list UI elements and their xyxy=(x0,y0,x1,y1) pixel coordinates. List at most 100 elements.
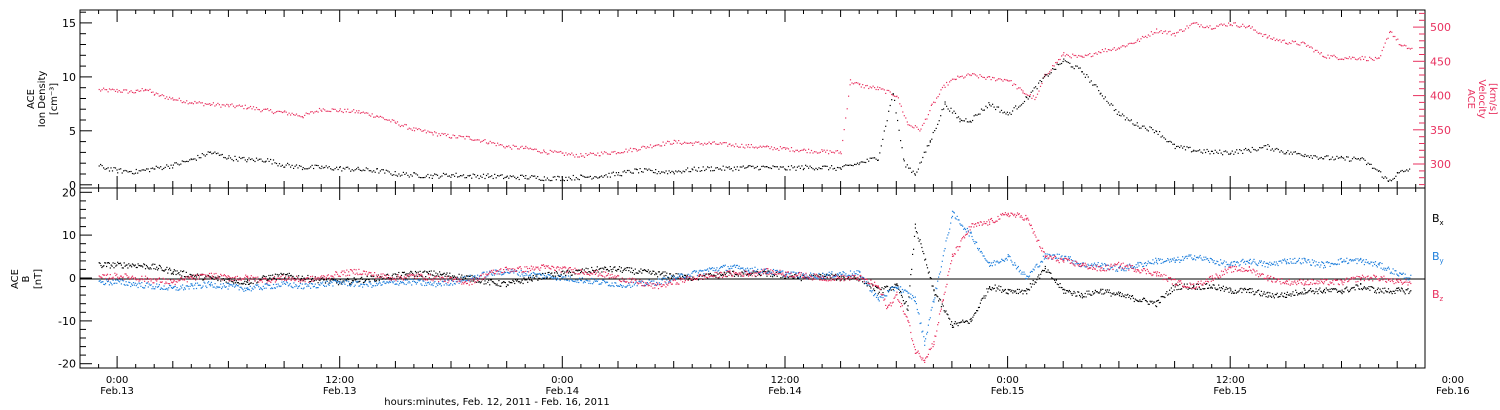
bx-point xyxy=(1223,290,1225,292)
by-point xyxy=(680,273,682,275)
velocity-point xyxy=(271,111,273,113)
by-point xyxy=(295,284,297,286)
by-point xyxy=(393,280,395,282)
ion-density-point xyxy=(488,176,490,178)
ion-density-point xyxy=(982,109,984,111)
bx-point xyxy=(1083,296,1085,298)
by-point xyxy=(936,288,938,290)
by-point xyxy=(341,283,343,285)
velocity-point xyxy=(270,109,272,111)
velocity-point xyxy=(851,82,853,84)
ion-density-point xyxy=(1389,179,1391,181)
ion-density-point xyxy=(656,173,658,175)
bx-point xyxy=(370,275,372,277)
bx-point xyxy=(631,267,633,269)
by-point xyxy=(1337,259,1339,261)
by-point xyxy=(387,281,389,283)
bx-point xyxy=(1243,289,1245,291)
by-point xyxy=(514,270,516,272)
by-point xyxy=(438,282,440,284)
bx-point xyxy=(1241,291,1243,294)
by-point xyxy=(1021,271,1023,273)
ion-density-point xyxy=(848,164,850,166)
by-point xyxy=(566,279,568,281)
bx-point xyxy=(1396,287,1398,289)
by-point xyxy=(1318,261,1320,264)
velocity-point xyxy=(1022,92,1024,94)
velocity-point xyxy=(524,147,526,149)
bx-point xyxy=(547,272,549,274)
ion-density-point xyxy=(1370,163,1372,165)
velocity-point xyxy=(108,88,111,90)
bx-point xyxy=(1065,292,1067,294)
bx-point xyxy=(440,274,442,276)
bx-point xyxy=(1111,292,1113,295)
bx-point xyxy=(434,275,436,277)
velocity-point xyxy=(356,110,358,112)
by-point xyxy=(133,284,135,286)
velocity-point xyxy=(710,143,712,145)
ion-density-point xyxy=(364,169,366,172)
by-point xyxy=(917,312,919,314)
ion-density-point xyxy=(240,157,242,160)
by-point xyxy=(302,288,304,290)
ion-density-point xyxy=(153,168,155,170)
by-point xyxy=(1060,256,1062,258)
bx-point xyxy=(996,287,998,289)
by-point xyxy=(1403,277,1405,279)
velocity-point xyxy=(248,107,250,109)
velocity-point xyxy=(442,133,445,135)
ion-density-point xyxy=(1193,149,1195,151)
by-point xyxy=(165,288,167,290)
velocity-point xyxy=(475,139,477,141)
ion-density-point xyxy=(583,176,586,178)
bx-point xyxy=(1224,288,1226,291)
by-point xyxy=(993,260,995,262)
velocity-point xyxy=(378,116,380,118)
ion-density-point xyxy=(367,168,369,170)
by-point xyxy=(380,284,382,286)
bx-point xyxy=(1050,272,1052,274)
by-point xyxy=(1323,264,1326,267)
ion-density-point xyxy=(1196,150,1198,152)
by-point xyxy=(666,279,668,281)
by-point xyxy=(400,282,403,284)
ion-density-point xyxy=(138,170,140,172)
by-point xyxy=(525,273,527,275)
ion-density-point xyxy=(1029,96,1031,98)
ion-density-point xyxy=(875,158,877,160)
velocity-point xyxy=(1081,55,1083,57)
velocity-point xyxy=(761,146,763,148)
bx-point xyxy=(684,274,686,276)
bx-point xyxy=(1210,286,1212,288)
velocity-point xyxy=(1406,47,1408,50)
bx-point xyxy=(1087,293,1089,295)
bx-point xyxy=(375,280,378,282)
ion-density-point xyxy=(781,166,783,168)
bx-point xyxy=(1312,290,1314,292)
by-point xyxy=(1206,258,1208,260)
by-point xyxy=(880,296,882,298)
bx-point xyxy=(979,302,981,304)
bx-point xyxy=(545,277,547,279)
by-point xyxy=(153,288,155,290)
ion-density-point xyxy=(164,166,166,168)
ion-density-point xyxy=(503,177,505,180)
ion-density-point xyxy=(744,167,746,169)
ion-density-point xyxy=(458,176,460,178)
velocity-point xyxy=(521,145,523,147)
by-point xyxy=(1051,258,1053,260)
bx-point xyxy=(289,275,291,277)
bx-point xyxy=(1029,283,1031,285)
bx-point xyxy=(488,279,490,281)
velocity-point xyxy=(862,84,864,86)
ion-density-point xyxy=(727,167,729,169)
bx-point xyxy=(1068,289,1070,292)
velocity-point xyxy=(582,155,584,157)
ion-density-point xyxy=(845,164,847,166)
ion-density-point xyxy=(201,153,203,155)
bx-point xyxy=(338,281,340,283)
bx-point xyxy=(221,278,224,280)
by-point xyxy=(1042,255,1044,257)
by-point xyxy=(482,271,484,273)
